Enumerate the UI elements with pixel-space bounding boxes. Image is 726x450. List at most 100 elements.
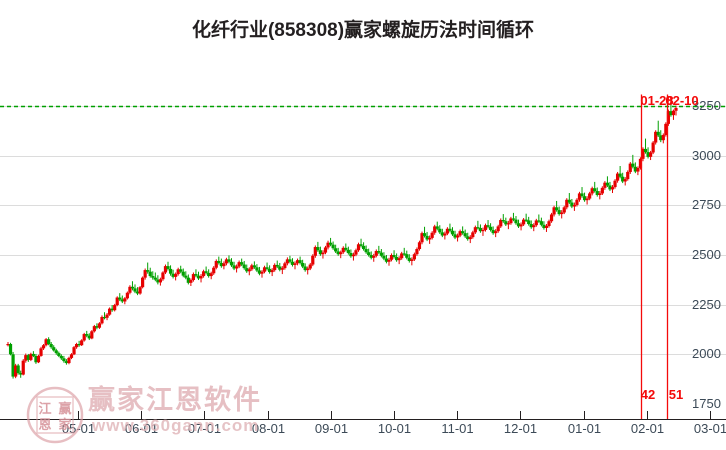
candle-body [582, 196, 587, 201]
x-axis-tick-label: 11-01 [441, 421, 474, 436]
candle-body [250, 265, 254, 270]
candle-body [395, 256, 399, 261]
candle-body [87, 335, 91, 339]
candle-body [298, 260, 302, 263]
candle-body [115, 297, 119, 306]
candle-body [623, 179, 627, 182]
x-axis-tick-label: 10-01 [377, 421, 412, 436]
candle-body [113, 305, 117, 311]
candle-body [278, 266, 282, 270]
candle-body [334, 248, 338, 252]
candle-body [377, 251, 381, 253]
candle-body [8, 344, 13, 355]
candle-body [575, 199, 579, 205]
candle-body [387, 259, 391, 262]
candle-body [41, 345, 46, 349]
candle-body [171, 273, 175, 277]
candle-body [400, 253, 404, 259]
candle-body [438, 228, 442, 233]
candle-body [372, 255, 376, 258]
cycle-date-label: 02-10 [665, 92, 699, 108]
candle-body [440, 232, 444, 236]
y-axis-tick-label: 2250 [692, 296, 721, 312]
candle-body [483, 225, 488, 230]
candle-body [572, 204, 577, 207]
candle-body [461, 231, 465, 234]
gridlines [0, 106, 726, 419]
candle-body [425, 235, 429, 240]
candle-body [148, 271, 152, 277]
candle-body [158, 279, 162, 283]
x-axis-tick-label: 07-01 [187, 421, 222, 436]
candle-body [661, 135, 665, 141]
candle-body [633, 166, 637, 172]
candle-body [417, 242, 422, 250]
candle-body [405, 254, 409, 258]
candle-body [293, 263, 297, 265]
candle-body [21, 360, 25, 375]
candle-body [549, 214, 554, 222]
candle-body [529, 224, 533, 228]
candle-body [359, 244, 363, 246]
candle-body [527, 220, 531, 225]
candle-body [303, 266, 307, 271]
candle-body [628, 163, 632, 172]
candle-body [260, 271, 264, 274]
candle-body [389, 255, 394, 260]
candle-body [105, 314, 109, 318]
y-axis-tick-label: 2000 [692, 346, 721, 362]
chart-title: 化纤行业(858308)赢家螺旋历法时间循环 [191, 20, 535, 41]
candle-body [522, 219, 526, 225]
candle-body [321, 252, 325, 255]
candle-body [560, 212, 564, 215]
candle-body [90, 331, 94, 339]
candle-body [595, 191, 599, 196]
candle-body [542, 224, 546, 228]
cycle-count-label: 42 [640, 387, 656, 402]
candle-body [674, 107, 678, 111]
candle-body [217, 260, 221, 263]
candle-body [199, 276, 203, 279]
candle-body [349, 253, 353, 257]
candle-body [445, 228, 450, 234]
candle-body [488, 226, 493, 230]
candle-body [641, 148, 645, 159]
candlestick-series [6, 102, 678, 379]
candle-body [201, 271, 206, 277]
candle-body [189, 280, 193, 283]
x-axis-tick-label: 08-01 [251, 421, 286, 436]
x-axis-tick-label: 02-01 [630, 421, 665, 436]
candle-body [273, 264, 277, 271]
candle-body [537, 220, 541, 222]
candle-body [534, 220, 538, 226]
candle-body [466, 236, 470, 240]
candle-body [295, 260, 300, 264]
candle-body [369, 255, 373, 258]
candle-body [146, 270, 150, 272]
candle-body [557, 210, 561, 215]
candle-body [270, 270, 274, 273]
candle-body [168, 268, 173, 274]
candle-body [138, 287, 142, 294]
candle-body [519, 224, 523, 227]
candle-body [555, 207, 559, 211]
cycle-annotations [0, 94, 726, 419]
y-axis-tick-label: 3250 [692, 98, 721, 113]
candle-body [638, 158, 643, 168]
candle-body [501, 220, 505, 222]
candle-body [412, 254, 416, 260]
candle-body [669, 111, 673, 116]
candle-body [567, 199, 571, 203]
candle-body [593, 188, 597, 192]
candle-body [252, 265, 256, 268]
candle-body [402, 253, 406, 255]
candle-body [204, 271, 208, 273]
candle-body [384, 258, 389, 262]
candle-body [341, 247, 345, 253]
candle-body [110, 308, 114, 311]
candle-body [547, 221, 551, 226]
candle-body [339, 252, 343, 255]
candle-body [207, 272, 211, 277]
candle-body [433, 226, 437, 233]
candle-body [16, 365, 20, 374]
